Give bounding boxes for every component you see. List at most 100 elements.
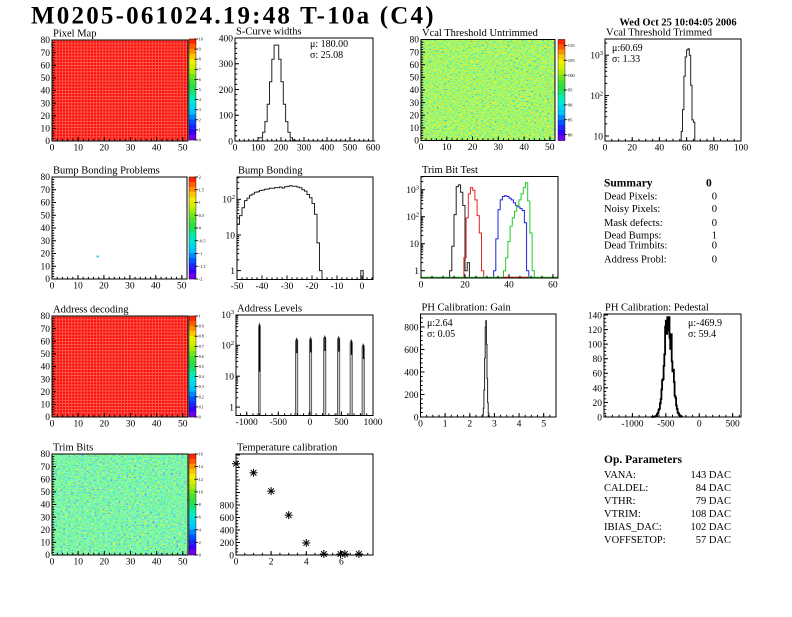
svg-text:0: 0 bbox=[233, 144, 238, 154]
svg-text:Trim Bits: Trim Bits bbox=[53, 443, 93, 454]
svg-text:Address Probl:: Address Probl: bbox=[604, 255, 667, 266]
svg-text:0: 0 bbox=[50, 558, 55, 568]
svg-text:10: 10 bbox=[73, 420, 83, 430]
svg-text:9: 9 bbox=[199, 47, 201, 52]
svg-text:200: 200 bbox=[404, 391, 419, 401]
svg-text:50: 50 bbox=[178, 144, 188, 154]
svg-text:-2: -2 bbox=[199, 277, 203, 282]
svg-text:-500: -500 bbox=[270, 418, 288, 428]
svg-text:10: 10 bbox=[73, 558, 83, 568]
svg-text:80: 80 bbox=[568, 132, 573, 137]
svg-text:1: 1 bbox=[199, 127, 201, 132]
svg-text:0: 0 bbox=[419, 281, 424, 291]
svg-text:30: 30 bbox=[41, 513, 51, 523]
svg-text:0: 0 bbox=[597, 413, 602, 423]
svg-text:70: 70 bbox=[41, 463, 51, 473]
svg-text:Bump Bonding Problems: Bump Bonding Problems bbox=[53, 166, 160, 177]
svg-text:95: 95 bbox=[568, 88, 573, 93]
svg-text:70: 70 bbox=[41, 49, 51, 59]
svg-text:PH Calibration: Pedestal: PH Calibration: Pedestal bbox=[605, 303, 709, 314]
svg-text:10: 10 bbox=[73, 282, 83, 292]
svg-text:4: 4 bbox=[199, 527, 201, 532]
svg-text:0.2: 0.2 bbox=[199, 394, 204, 399]
svg-text:800: 800 bbox=[220, 501, 235, 511]
svg-text:10: 10 bbox=[410, 240, 420, 250]
svg-text:4: 4 bbox=[304, 558, 309, 568]
svg-text:Op. Parameters: Op. Parameters bbox=[604, 454, 682, 466]
svg-text:60: 60 bbox=[41, 337, 51, 347]
svg-text:500: 500 bbox=[725, 420, 740, 430]
svg-text:80: 80 bbox=[41, 36, 51, 46]
svg-text:20: 20 bbox=[41, 526, 51, 536]
svg-text:400: 400 bbox=[219, 34, 234, 44]
svg-text:0: 0 bbox=[712, 204, 717, 215]
svg-text:0: 0 bbox=[360, 282, 365, 292]
svg-text:80: 80 bbox=[41, 450, 51, 460]
svg-text:20: 20 bbox=[100, 558, 110, 568]
svg-text:40: 40 bbox=[504, 281, 514, 291]
svg-text:30: 30 bbox=[41, 237, 51, 247]
svg-text:8: 8 bbox=[199, 57, 201, 62]
svg-text:60: 60 bbox=[410, 61, 420, 71]
svg-text:30: 30 bbox=[410, 99, 420, 109]
svg-text:0: 0 bbox=[199, 553, 201, 558]
svg-text:30: 30 bbox=[126, 558, 136, 568]
svg-text:0.5: 0.5 bbox=[199, 213, 204, 218]
svg-text:50: 50 bbox=[178, 420, 188, 430]
svg-text:0: 0 bbox=[308, 418, 313, 428]
svg-text:50: 50 bbox=[41, 211, 51, 221]
svg-text:μ:2.64: μ:2.64 bbox=[427, 318, 453, 329]
svg-text:50: 50 bbox=[41, 488, 51, 498]
svg-text:0: 0 bbox=[50, 420, 55, 430]
svg-text:50: 50 bbox=[177, 282, 187, 292]
svg-text:400: 400 bbox=[220, 526, 235, 536]
svg-text:0: 0 bbox=[712, 255, 717, 266]
svg-text:100: 100 bbox=[568, 73, 576, 78]
svg-text:3: 3 bbox=[199, 107, 201, 112]
svg-text:CALDEL:: CALDEL: bbox=[604, 483, 648, 494]
svg-text:0: 0 bbox=[706, 178, 712, 190]
svg-text:VANA:: VANA: bbox=[604, 470, 636, 481]
svg-text:30: 30 bbox=[494, 143, 504, 153]
svg-text:0.8: 0.8 bbox=[199, 334, 204, 339]
svg-text:0: 0 bbox=[419, 143, 424, 153]
svg-text:0: 0 bbox=[199, 415, 201, 420]
svg-text:103: 103 bbox=[406, 185, 420, 197]
svg-text:8: 8 bbox=[199, 502, 201, 507]
svg-text:40: 40 bbox=[151, 282, 161, 292]
svg-text:100: 100 bbox=[588, 341, 603, 351]
svg-text:μ: 180.00: μ: 180.00 bbox=[310, 39, 348, 50]
svg-text:84 DAC: 84 DAC bbox=[696, 483, 731, 494]
svg-text:30: 30 bbox=[126, 144, 136, 154]
svg-text:4: 4 bbox=[517, 420, 522, 430]
svg-text:20: 20 bbox=[41, 112, 51, 122]
svg-text:Dead Bumps:: Dead Bumps: bbox=[604, 231, 662, 242]
svg-text:0: 0 bbox=[712, 192, 717, 203]
svg-text:10: 10 bbox=[41, 125, 51, 135]
svg-text:0: 0 bbox=[45, 137, 50, 147]
svg-text:-1000: -1000 bbox=[236, 418, 258, 428]
svg-text:σ: 59.4: σ: 59.4 bbox=[688, 329, 716, 340]
svg-text:0: 0 bbox=[229, 551, 234, 561]
svg-text:40: 40 bbox=[152, 420, 162, 430]
svg-text:1: 1 bbox=[199, 314, 201, 319]
svg-text:20: 20 bbox=[593, 399, 603, 409]
svg-text:2: 2 bbox=[199, 117, 201, 122]
svg-text:10: 10 bbox=[41, 539, 51, 549]
svg-text:Trim Bit Test: Trim Bit Test bbox=[422, 165, 478, 176]
svg-text:2: 2 bbox=[269, 558, 274, 568]
svg-text:100: 100 bbox=[251, 144, 266, 154]
svg-text:105: 105 bbox=[568, 58, 576, 63]
svg-text:30: 30 bbox=[125, 282, 135, 292]
svg-text:0: 0 bbox=[50, 144, 55, 154]
svg-text:Summary: Summary bbox=[604, 178, 653, 190]
svg-text:PH Calibration: Gain: PH Calibration: Gain bbox=[422, 303, 512, 314]
svg-text:Wed Oct 25 10:04:05 2006: Wed Oct 25 10:04:05 2006 bbox=[619, 18, 736, 29]
svg-text:0.7: 0.7 bbox=[199, 344, 204, 349]
svg-text:0.4: 0.4 bbox=[199, 374, 204, 379]
svg-text:10: 10 bbox=[225, 373, 235, 383]
svg-text:0: 0 bbox=[199, 226, 201, 231]
svg-text:80: 80 bbox=[41, 312, 51, 322]
svg-text:20: 20 bbox=[100, 144, 110, 154]
svg-text:120: 120 bbox=[588, 326, 603, 336]
